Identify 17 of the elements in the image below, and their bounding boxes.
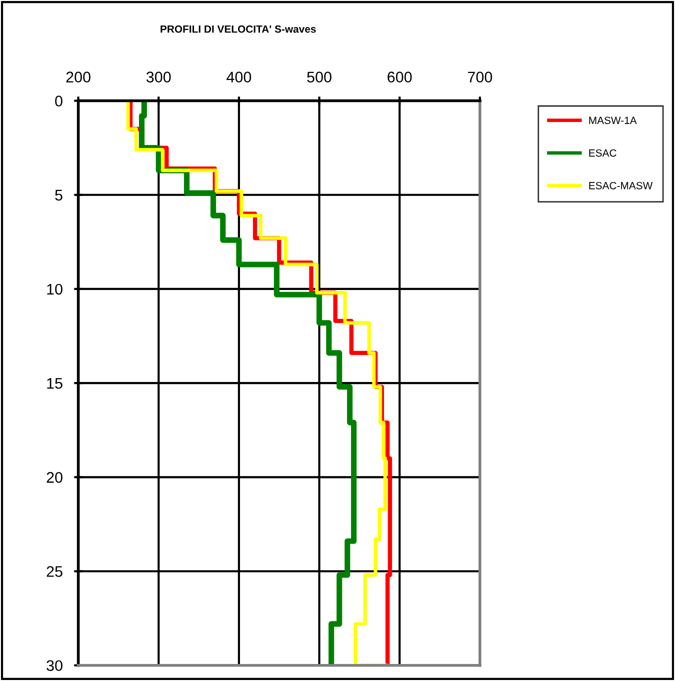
x-tick-label: 500 — [307, 72, 332, 82]
x-tick-label: 600 — [388, 72, 412, 82]
legend-label: ESAC-MASW — [589, 182, 653, 190]
y-tick-label: 15 — [47, 378, 62, 389]
x-tick-label: 400 — [226, 72, 252, 82]
y-tick-label: 25 — [46, 566, 62, 577]
legend-label: MASW-1A — [589, 116, 637, 124]
chart-title: PROFILI DI VELOCITA' S-waves — [160, 25, 316, 33]
x-tick-label: 200 — [66, 72, 90, 82]
legend-label: ESAC — [589, 149, 616, 157]
y-tick-label: 0 — [55, 96, 62, 106]
x-tick-label: 700 — [468, 72, 492, 82]
y-tick-label: 10 — [47, 284, 62, 295]
x-tick-label: 300 — [146, 72, 171, 82]
y-tick-label: 20 — [46, 472, 62, 483]
y-tick-label: 30 — [46, 660, 62, 672]
y-tick-label: 5 — [55, 190, 62, 201]
